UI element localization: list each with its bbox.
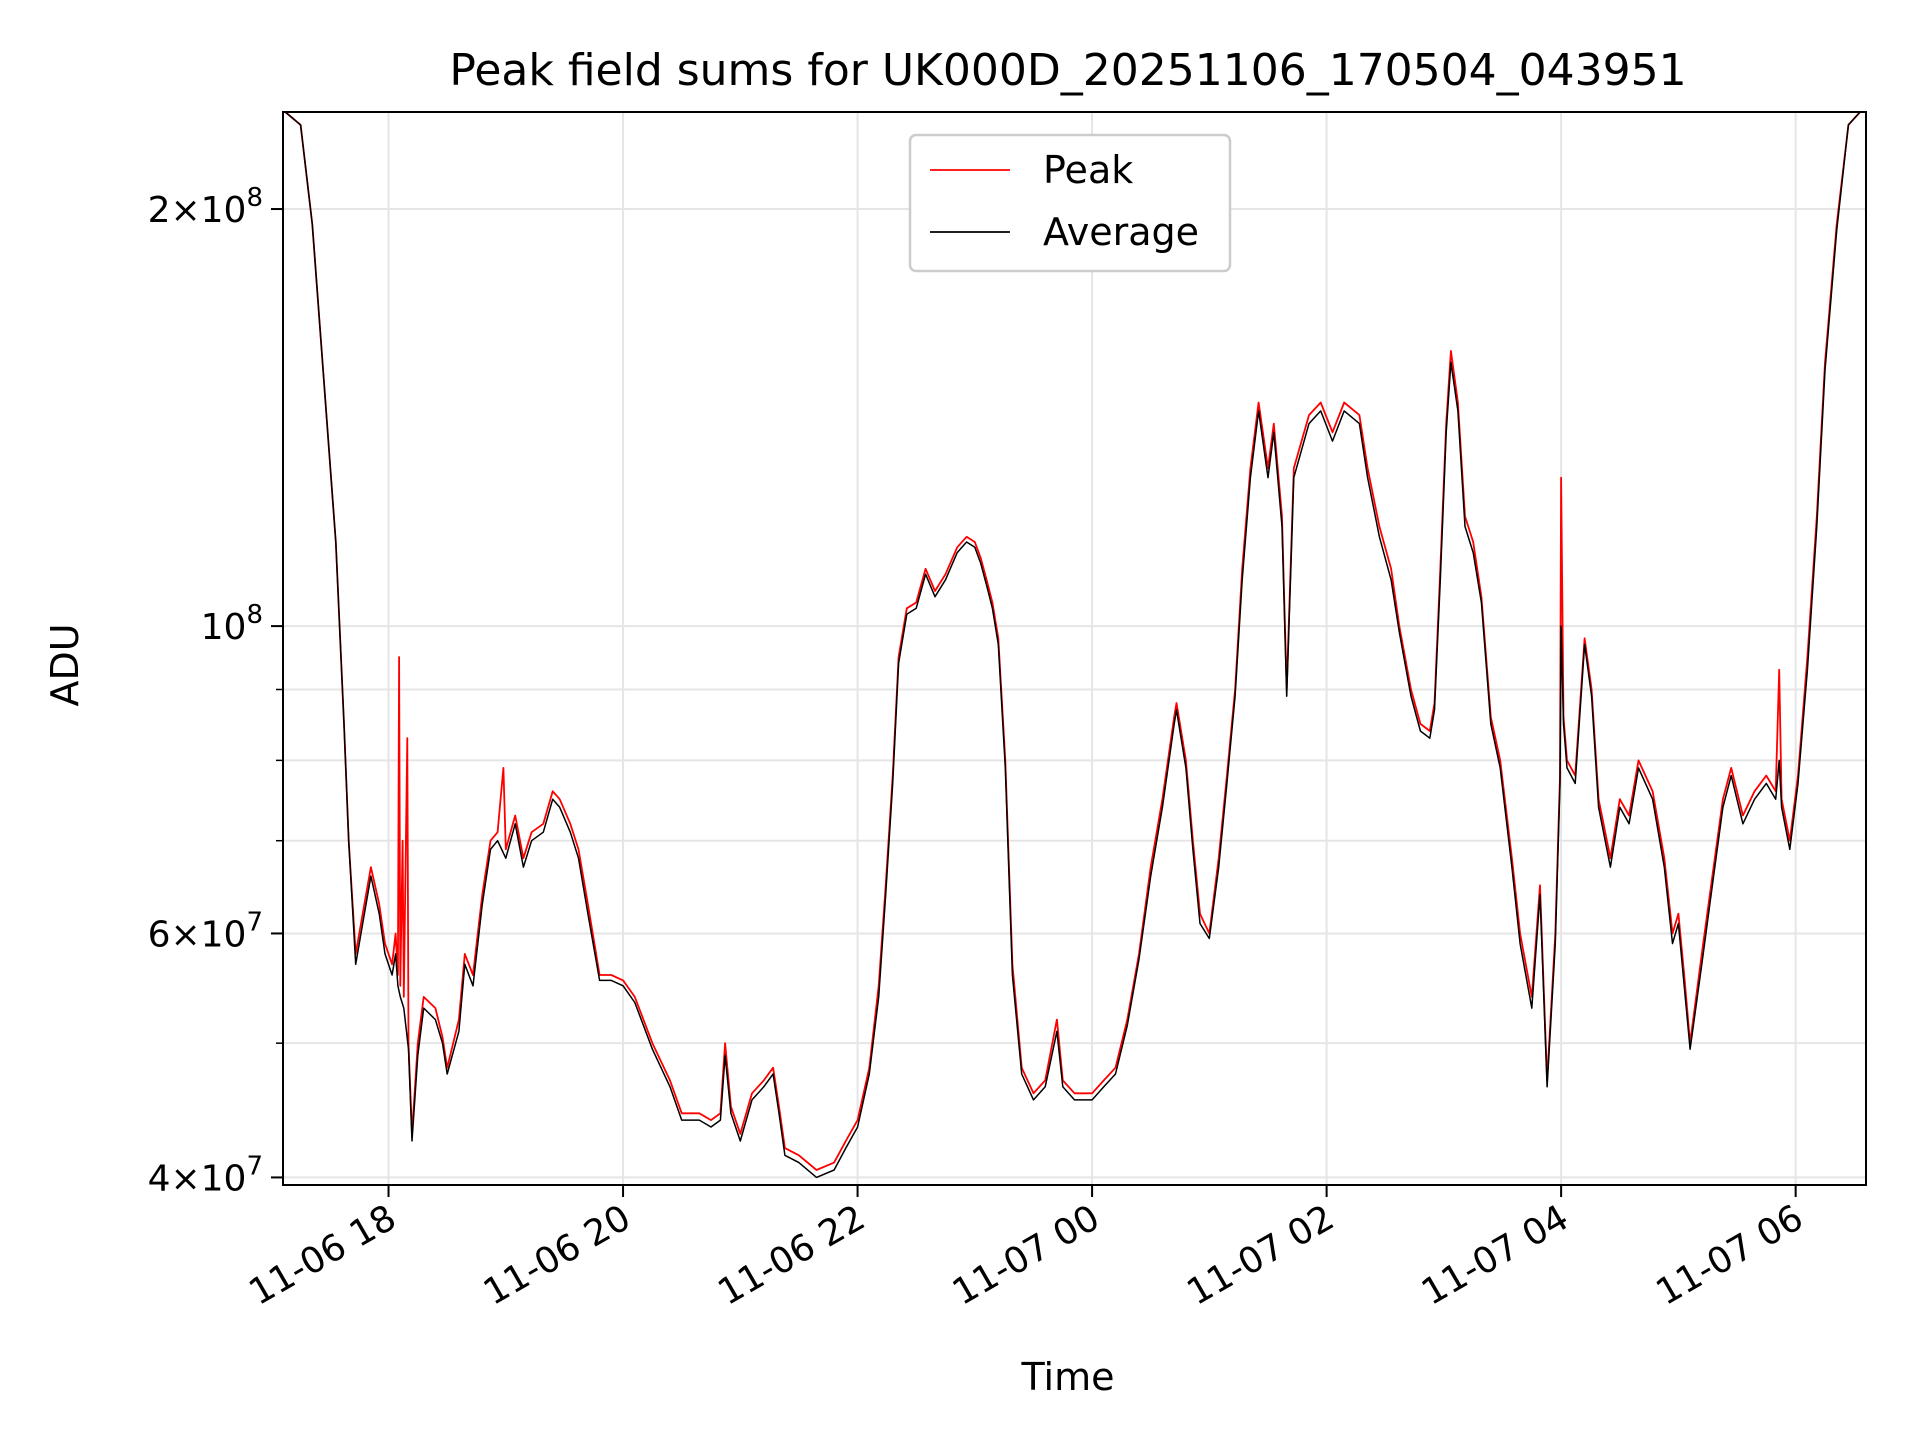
x-axis-title: Time [1021, 1355, 1115, 1399]
plot-frame [282, 111, 1867, 1186]
legend-box [908, 133, 1232, 273]
chart-title: Peak field sums for UK000D_20251106_1705… [449, 45, 1686, 96]
y-tick-label: 2×108 [148, 183, 263, 231]
y-tick-label: 108 [201, 600, 263, 648]
series-line-peak [284, 111, 1861, 1171]
y-tick-label: 4×107 [148, 1151, 263, 1199]
legend: Peak Average [908, 133, 1232, 273]
legend-label-peak: Peak [1043, 148, 1133, 192]
y-axis-title: ADU [43, 623, 87, 706]
y-tick-label: 6×107 [148, 907, 263, 955]
series-line-average [284, 111, 1861, 1179]
legend-label-average: Average [1043, 210, 1199, 254]
